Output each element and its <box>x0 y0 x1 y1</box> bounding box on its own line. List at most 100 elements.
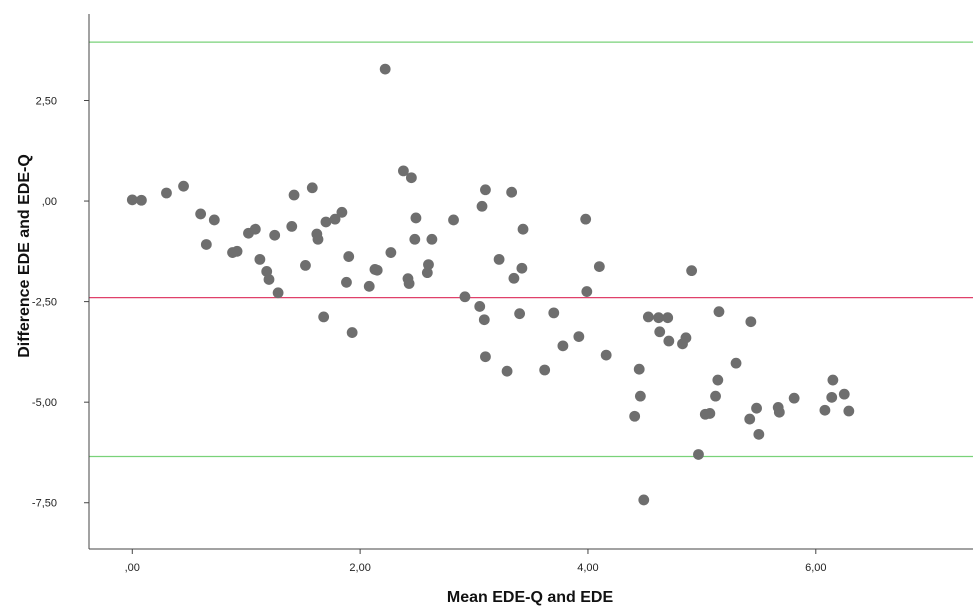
data-points <box>126 63 855 506</box>
x-tick-label: 4,00 <box>577 562 598 574</box>
data-point <box>371 264 383 276</box>
data-point <box>272 287 284 299</box>
y-tick-label: -7,50 <box>32 498 57 510</box>
data-point <box>336 206 348 218</box>
data-point <box>254 253 266 265</box>
data-point <box>663 335 675 347</box>
data-point <box>712 374 724 386</box>
data-point <box>573 331 585 343</box>
data-point <box>405 172 417 184</box>
data-point <box>480 351 491 363</box>
data-point <box>633 363 645 375</box>
data-point <box>581 286 593 297</box>
x-tick-label: 6,00 <box>805 562 826 574</box>
data-point <box>493 253 505 265</box>
data-point <box>838 388 850 400</box>
data-point <box>231 245 243 257</box>
data-point <box>653 312 664 324</box>
data-point <box>753 428 765 440</box>
data-point <box>318 311 330 323</box>
data-point <box>819 404 831 416</box>
data-point <box>517 223 529 235</box>
data-point <box>398 165 409 177</box>
data-point <box>306 182 318 194</box>
y-axis-ticks: 2,50 ,00 -2,50 -5,00 -7,50 <box>32 95 89 510</box>
data-point <box>680 332 692 344</box>
y-tick-label: 2,50 <box>36 95 57 107</box>
data-point <box>600 349 612 361</box>
data-point <box>773 406 785 418</box>
data-point <box>478 314 490 326</box>
data-point <box>208 214 220 226</box>
x-axis-title: Mean EDE-Q and EDE <box>447 589 614 606</box>
data-point <box>480 184 491 196</box>
data-point <box>662 312 674 324</box>
data-point <box>686 265 698 277</box>
data-point <box>751 402 762 414</box>
y-axis-title: Difference EDE and EDE-Q <box>16 154 33 358</box>
data-point <box>410 212 422 224</box>
data-point <box>730 357 742 369</box>
data-point <box>710 390 721 402</box>
data-point <box>448 214 459 226</box>
data-point <box>249 223 261 235</box>
data-point <box>161 187 172 199</box>
data-point <box>508 272 520 284</box>
data-point <box>593 261 605 273</box>
data-point <box>474 301 486 312</box>
data-point <box>200 239 212 250</box>
data-point <box>178 180 189 192</box>
x-tick-label: ,00 <box>125 562 140 574</box>
data-point <box>320 216 332 228</box>
data-point <box>843 405 855 417</box>
data-point <box>745 316 757 328</box>
data-point <box>263 274 275 285</box>
data-point <box>580 213 592 225</box>
data-point <box>629 410 641 422</box>
data-point <box>195 208 207 220</box>
data-point <box>379 63 391 75</box>
y-tick-label: -5,00 <box>32 397 57 409</box>
data-point <box>634 390 646 402</box>
data-point <box>788 392 800 404</box>
data-point <box>826 391 838 403</box>
data-point <box>514 308 526 320</box>
data-point <box>403 278 415 289</box>
data-point <box>136 194 147 206</box>
data-point <box>426 233 438 245</box>
data-point <box>346 327 358 338</box>
data-point <box>459 291 471 303</box>
data-point <box>288 189 300 201</box>
data-point <box>516 262 528 274</box>
data-point <box>409 233 421 245</box>
data-point <box>329 213 341 225</box>
y-tick-label: -2,50 <box>32 297 57 309</box>
data-point <box>312 233 324 245</box>
x-tick-label: 2,00 <box>349 562 370 574</box>
data-point <box>539 364 551 376</box>
data-point <box>269 229 281 241</box>
data-point <box>476 200 488 212</box>
data-point <box>286 220 298 232</box>
data-point <box>343 251 355 262</box>
data-point <box>385 247 397 258</box>
data-point <box>341 276 352 288</box>
x-axis-ticks: ,00 2,00 4,00 6,00 <box>125 549 827 574</box>
data-point <box>506 186 518 198</box>
data-point <box>704 408 716 419</box>
data-point <box>363 280 375 292</box>
y-tick-label: ,00 <box>42 196 57 208</box>
data-point <box>827 374 839 386</box>
data-point <box>557 340 569 352</box>
data-point <box>638 494 650 506</box>
data-point <box>744 413 756 425</box>
data-point <box>501 365 513 377</box>
data-point <box>713 306 725 318</box>
data-point <box>548 307 560 319</box>
data-point <box>300 260 311 271</box>
data-point <box>642 311 654 323</box>
data-point <box>693 449 704 460</box>
data-point <box>654 326 666 338</box>
reference-lines <box>89 41 973 458</box>
